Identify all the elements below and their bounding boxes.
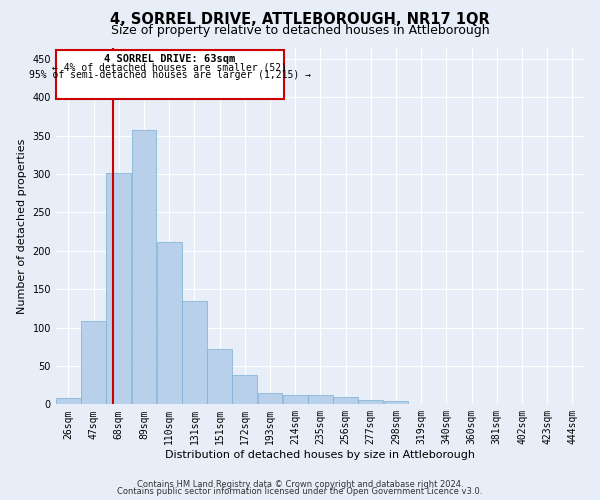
Bar	[131, 130, 157, 404]
Y-axis label: Number of detached properties: Number of detached properties	[17, 138, 27, 314]
Bar	[207, 349, 232, 405]
Text: 4, SORREL DRIVE, ATTLEBOROUGH, NR17 1QR: 4, SORREL DRIVE, ATTLEBOROUGH, NR17 1QR	[110, 12, 490, 28]
Bar	[308, 395, 333, 404]
Text: 4 SORREL DRIVE: 63sqm: 4 SORREL DRIVE: 63sqm	[104, 54, 235, 64]
Bar	[182, 300, 207, 405]
Bar	[283, 395, 308, 404]
Bar	[257, 393, 283, 404]
Text: 95% of semi-detached houses are larger (1,215) →: 95% of semi-detached houses are larger (…	[29, 70, 311, 80]
Bar	[383, 402, 409, 404]
Text: ← 4% of detached houses are smaller (52): ← 4% of detached houses are smaller (52)	[52, 62, 287, 72]
Bar	[333, 396, 358, 404]
X-axis label: Distribution of detached houses by size in Attleborough: Distribution of detached houses by size …	[166, 450, 475, 460]
Bar	[232, 375, 257, 404]
Bar	[56, 398, 81, 404]
Text: Contains public sector information licensed under the Open Government Licence v3: Contains public sector information licen…	[118, 488, 482, 496]
Bar	[358, 400, 383, 404]
Bar	[157, 242, 182, 404]
Bar	[106, 172, 131, 404]
Text: Size of property relative to detached houses in Attleborough: Size of property relative to detached ho…	[110, 24, 490, 37]
Text: Contains HM Land Registry data © Crown copyright and database right 2024.: Contains HM Land Registry data © Crown c…	[137, 480, 463, 489]
FancyBboxPatch shape	[56, 50, 284, 99]
Bar	[81, 322, 106, 404]
